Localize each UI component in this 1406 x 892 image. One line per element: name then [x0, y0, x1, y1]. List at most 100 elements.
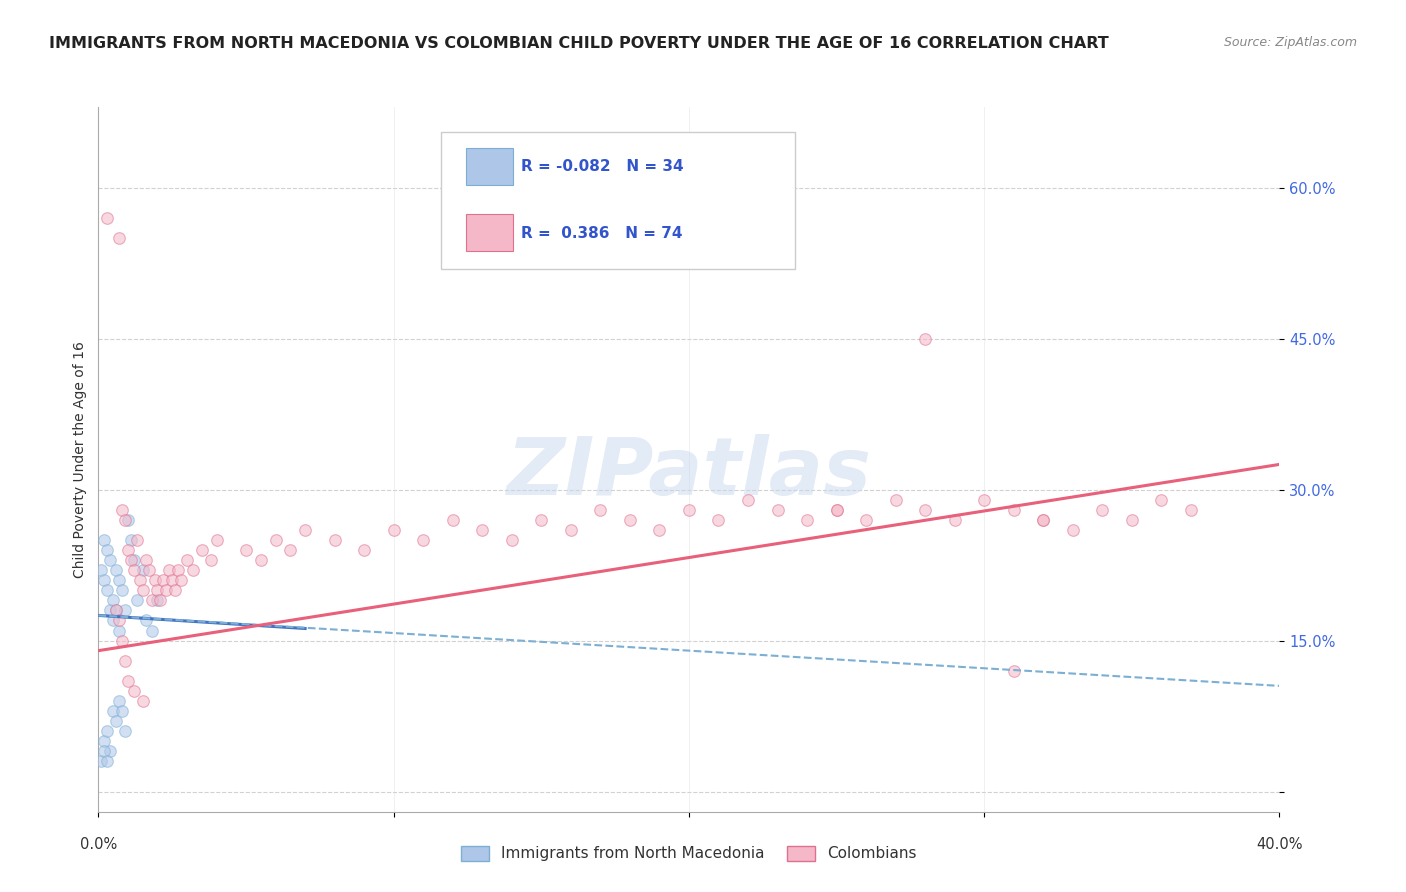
Point [96, 211, 118, 225]
Point [108, 573, 131, 587]
Point [146, 583, 169, 598]
Point [619, 513, 641, 527]
Point [441, 513, 464, 527]
Point [973, 492, 995, 507]
Point [471, 523, 494, 537]
Point [176, 553, 198, 567]
Point [280, 543, 302, 558]
Point [114, 654, 136, 668]
Point [678, 502, 700, 516]
FancyBboxPatch shape [441, 132, 796, 269]
Point [152, 573, 174, 587]
Point [501, 533, 523, 547]
Point [884, 492, 907, 507]
Point [530, 513, 553, 527]
Point [105, 603, 128, 617]
Point [149, 593, 172, 607]
Y-axis label: Child Poverty Under the Age of 16: Child Poverty Under the Age of 16 [73, 341, 87, 578]
Point [589, 502, 612, 516]
Point [146, 593, 169, 607]
Point [825, 502, 848, 516]
Point [264, 533, 287, 547]
Point [1180, 502, 1202, 516]
Point [1002, 664, 1025, 678]
Point [111, 583, 134, 598]
Point [132, 694, 155, 708]
Point [141, 593, 163, 607]
Point [103, 704, 125, 718]
Point [1002, 502, 1025, 516]
Point [181, 563, 204, 577]
Point [122, 563, 145, 577]
Point [125, 533, 148, 547]
Point [412, 533, 434, 547]
Point [1150, 492, 1173, 507]
Point [103, 614, 125, 628]
Point [114, 724, 136, 739]
Point [135, 614, 157, 628]
Text: R = -0.082   N = 34: R = -0.082 N = 34 [522, 160, 683, 175]
Point [96, 755, 118, 769]
Point [98, 553, 121, 567]
Point [120, 553, 142, 567]
Point [117, 513, 139, 527]
Point [157, 563, 180, 577]
Point [737, 492, 759, 507]
Point [105, 714, 128, 728]
Point [766, 502, 789, 516]
Point [105, 603, 128, 617]
Point [560, 523, 582, 537]
Point [135, 553, 157, 567]
Point [93, 573, 115, 587]
Point [155, 583, 177, 598]
Point [98, 744, 121, 758]
Point [796, 513, 818, 527]
Point [90, 755, 112, 769]
Point [1121, 513, 1143, 527]
Point [1062, 523, 1084, 537]
Point [825, 502, 848, 516]
Point [1091, 502, 1114, 516]
Text: ZIPatlas: ZIPatlas [506, 434, 872, 513]
Point [167, 563, 190, 577]
Text: Source: ZipAtlas.com: Source: ZipAtlas.com [1223, 36, 1357, 49]
Point [162, 573, 183, 587]
Point [855, 513, 877, 527]
Point [122, 553, 145, 567]
Text: 40.0%: 40.0% [1256, 837, 1303, 852]
Point [235, 543, 257, 558]
Point [96, 543, 118, 558]
Text: R =  0.386   N = 74: R = 0.386 N = 74 [522, 226, 683, 241]
Point [943, 513, 966, 527]
Point [382, 523, 405, 537]
Point [111, 633, 134, 648]
Point [96, 724, 118, 739]
Point [1032, 513, 1054, 527]
Point [122, 684, 145, 698]
Point [93, 744, 115, 758]
Point [170, 573, 193, 587]
Point [117, 543, 139, 558]
Point [294, 523, 316, 537]
Point [93, 533, 115, 547]
FancyBboxPatch shape [465, 214, 513, 251]
Point [165, 583, 187, 598]
Point [132, 563, 155, 577]
Point [90, 563, 112, 577]
Point [96, 583, 118, 598]
Point [914, 502, 936, 516]
Point [114, 603, 136, 617]
Point [105, 563, 128, 577]
Point [191, 543, 214, 558]
Point [98, 603, 121, 617]
Point [117, 673, 139, 688]
Point [108, 231, 131, 245]
Text: 0.0%: 0.0% [80, 837, 117, 852]
Point [143, 573, 166, 587]
Point [200, 553, 222, 567]
Point [914, 332, 936, 346]
Point [323, 533, 346, 547]
Point [108, 614, 131, 628]
Point [111, 502, 134, 516]
Text: IMMIGRANTS FROM NORTH MACEDONIA VS COLOMBIAN CHILD POVERTY UNDER THE AGE OF 16 C: IMMIGRANTS FROM NORTH MACEDONIA VS COLOM… [49, 36, 1109, 51]
